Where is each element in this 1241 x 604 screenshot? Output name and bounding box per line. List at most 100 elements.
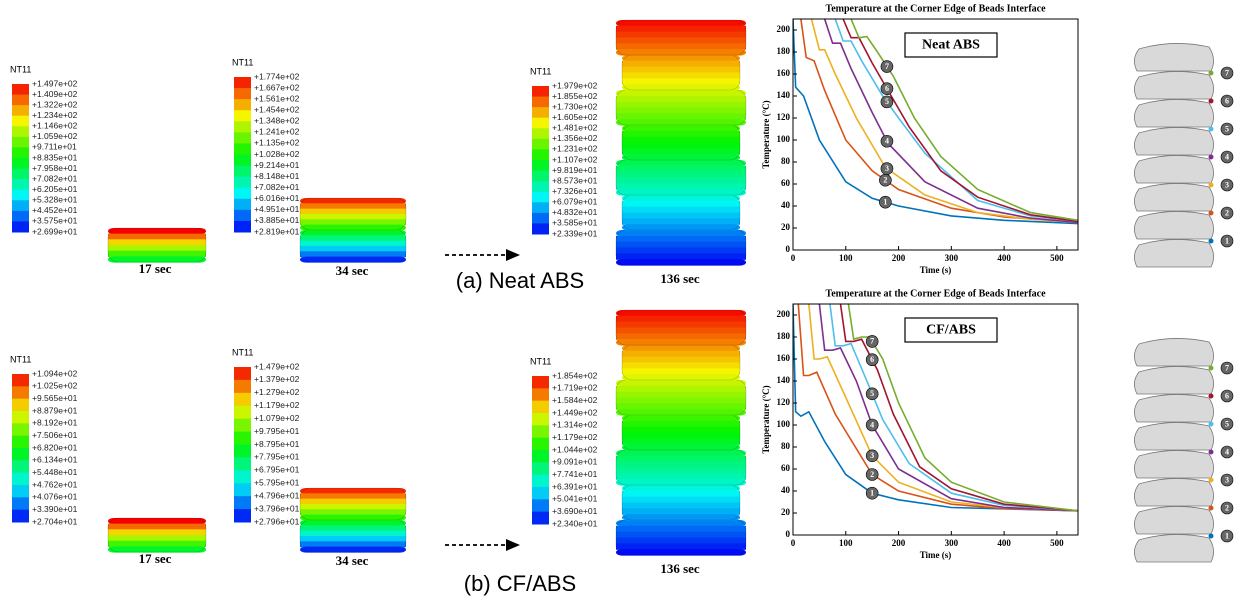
color-bin <box>12 147 29 159</box>
color-bin <box>234 165 251 178</box>
color-bin <box>532 388 549 402</box>
bead-strip <box>622 154 740 161</box>
color-bin <box>12 435 29 449</box>
legend-level: +6.205e+01 <box>32 184 78 194</box>
color-bin <box>234 496 251 510</box>
bead-strip <box>622 514 740 521</box>
bead-dot <box>1208 505 1214 511</box>
bead-strip <box>300 546 406 553</box>
color-bin <box>12 179 29 191</box>
bead-layer <box>300 198 406 231</box>
bead-dot <box>1208 182 1214 188</box>
y-tick-label: 200 <box>777 309 791 319</box>
bead-strip <box>108 518 206 525</box>
bead-shape <box>1134 450 1214 479</box>
legend-level: +1.855e+02 <box>552 91 598 101</box>
series-label: 6 <box>870 355 874 364</box>
color-bin <box>532 117 549 129</box>
bead-strip <box>300 541 406 548</box>
bead-strip <box>300 493 406 500</box>
bead-badge <box>1220 66 1234 80</box>
bead-strip <box>622 224 740 231</box>
bead-strip <box>300 208 406 215</box>
caption: (b) CF/ABS <box>464 571 576 596</box>
bead-shape <box>1134 478 1214 507</box>
color-bin <box>234 198 251 211</box>
legend-level: +4.762e+01 <box>32 479 78 489</box>
bead-number: 1 <box>1225 531 1229 540</box>
bead-number: 4 <box>1225 152 1229 161</box>
series-badge <box>879 195 892 209</box>
color-bin <box>12 485 29 498</box>
legend-title: NT11 <box>232 347 253 357</box>
plot-frame <box>792 18 1079 251</box>
color-bin <box>532 425 549 439</box>
bead-shape <box>1134 394 1214 423</box>
bead-strip <box>622 130 740 138</box>
legend-level: +8.148e+01 <box>254 171 300 181</box>
bead-shape <box>1134 366 1214 395</box>
bead-strip <box>616 385 746 393</box>
bead-strip <box>622 420 740 428</box>
legend-level: +1.730e+02 <box>552 101 598 111</box>
bead-strip <box>622 195 740 202</box>
legend-level: +5.041e+01 <box>552 494 598 504</box>
bead-strip <box>616 525 746 533</box>
series-line <box>823 19 1078 224</box>
x-tick-label: 500 <box>1050 538 1064 548</box>
bead-strip <box>616 160 746 167</box>
bead-shape <box>1134 534 1214 563</box>
bead-number: 3 <box>1225 180 1229 189</box>
bead-shape <box>1134 99 1214 128</box>
time-label: 136 sec <box>660 271 700 286</box>
bead-strip <box>622 218 740 225</box>
color-bin <box>234 405 251 420</box>
bead-shape <box>1134 211 1214 240</box>
color-bin <box>234 483 251 497</box>
color-bin <box>234 176 251 189</box>
bead-layer <box>622 125 740 161</box>
bead-strip <box>622 125 740 132</box>
series-label: 1 <box>883 197 887 206</box>
series-badge <box>880 134 894 148</box>
color-bin <box>234 379 251 394</box>
bead-strip <box>616 25 746 33</box>
series-badge <box>880 82 894 95</box>
series-badge <box>865 468 879 481</box>
legend-level: +3.585e+01 <box>552 218 598 228</box>
bead-strip <box>616 241 746 249</box>
color-bin <box>234 470 251 484</box>
bead-strip <box>622 66 740 74</box>
series-badge <box>865 418 879 432</box>
legend-level: +1.348e+02 <box>254 116 300 126</box>
y-tick-label: 140 <box>777 90 791 100</box>
color-bin <box>12 189 29 201</box>
bead-number: 7 <box>1225 68 1229 77</box>
legend-level: +1.231e+02 <box>552 144 598 154</box>
series-line <box>808 304 1078 512</box>
bead-layer <box>616 230 746 266</box>
bead-dot <box>1208 365 1214 371</box>
legend-level: +6.391e+01 <box>552 481 598 491</box>
bead-strip <box>300 214 406 220</box>
y-tick-label: 180 <box>777 46 791 56</box>
color-bin <box>532 202 549 214</box>
bead-strip <box>300 530 406 537</box>
bead-badge <box>1220 361 1234 375</box>
bead-strip <box>108 546 206 553</box>
bead-strip <box>616 339 746 346</box>
series-line <box>829 304 1078 512</box>
color-bin <box>12 200 29 212</box>
bead-number: 2 <box>1225 503 1229 512</box>
bead-strip <box>108 535 206 542</box>
bead-strip <box>622 368 740 375</box>
color-bin <box>532 212 549 224</box>
color-bin <box>234 509 251 523</box>
inset-label: CF/ABS <box>926 323 976 338</box>
bead-shape <box>1134 71 1214 100</box>
bead-strip <box>300 504 406 510</box>
y-tick-label: 60 <box>781 178 791 188</box>
bead-strip <box>622 508 740 515</box>
bead-layer <box>622 485 740 521</box>
color-bin <box>12 411 29 424</box>
